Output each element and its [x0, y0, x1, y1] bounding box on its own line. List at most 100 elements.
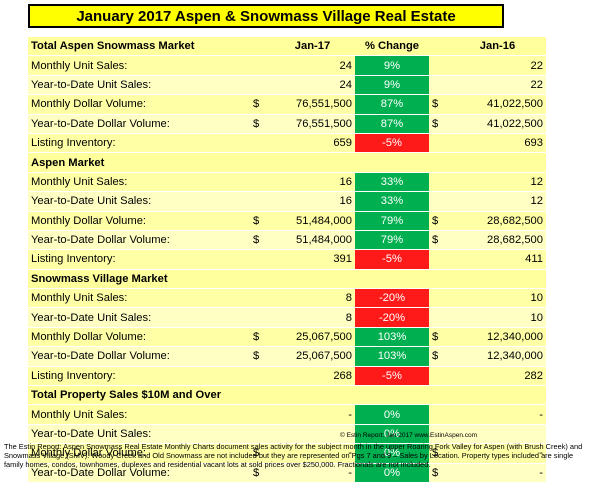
spacer-cell — [270, 385, 355, 406]
table-row: Monthly Dollar Volume: $51,484,000 79% $28,… — [28, 211, 546, 231]
current-value: 8 — [270, 288, 355, 309]
table-row: Monthly Dollar Volume: $25,067,500 103% $12… — [28, 327, 546, 348]
table-row: Listing Inventory: 391 -5% 411 — [28, 249, 546, 270]
spacer-cell — [250, 269, 270, 290]
section-title: Total Property Sales $10M and Over — [28, 385, 250, 406]
section-header: Snowmass Village Market — [28, 269, 546, 290]
currency-symbol — [250, 75, 270, 96]
percent-change: -5% — [355, 249, 429, 270]
prior-value: 41,022,500 — [449, 94, 546, 115]
row-label: Year-to-Date Dollar Volume: — [28, 230, 250, 251]
table-row: Year-to-Date Dollar Volume: $ -0% $ - — [28, 463, 546, 483]
table-row: Year-to-Date Unit Sales: 16 33% 12 — [28, 191, 546, 212]
spacer-cell — [429, 152, 449, 173]
percent-change: 33% — [355, 172, 429, 193]
currency-symbol: $ — [250, 114, 270, 134]
currency-symbol — [250, 55, 270, 76]
currency-symbol — [250, 191, 270, 212]
column-header-current: Jan-17 — [270, 37, 355, 57]
currency-symbol: $ — [429, 463, 449, 483]
row-label: Monthly Dollar Volume: — [28, 211, 250, 231]
currency-symbol — [429, 75, 449, 96]
prior-value — [449, 424, 546, 445]
current-value: 25,067,500 — [270, 327, 355, 348]
prior-value: 12,340,000 — [449, 327, 546, 348]
row-label: Monthly Unit Sales: — [28, 55, 250, 76]
prior-value: 22 — [449, 55, 546, 76]
currency-symbol: $ — [429, 114, 449, 134]
current-value: 24 — [270, 75, 355, 96]
percent-change: -20% — [355, 288, 429, 309]
currency-symbol — [429, 55, 449, 76]
prior-value: 28,682,500 — [449, 211, 546, 231]
row-label: Year-to-Date Unit Sales: — [28, 191, 250, 212]
currency-symbol: $ — [429, 327, 449, 348]
current-value: 51,484,000 — [270, 230, 355, 251]
spacer-cell — [250, 385, 270, 406]
spacer-cell — [355, 152, 429, 173]
current-value: 8 — [270, 307, 355, 328]
table-row: Monthly Unit Sales: 24 9% 22 — [28, 55, 546, 76]
market-table: Total Aspen Snowmass Market Jan-17% Chang… — [28, 37, 546, 483]
prior-value: 41,022,500 — [449, 114, 546, 134]
spacer-cell — [355, 269, 429, 290]
spacer-cell — [429, 37, 449, 57]
percent-change: 87% — [355, 114, 429, 134]
column-header-change: % Change — [355, 37, 429, 57]
row-label: Year-to-Date Unit Sales: — [28, 307, 250, 328]
prior-value: - — [449, 443, 546, 464]
section-title: Aspen Market — [28, 152, 250, 173]
report-title: January 2017 Aspen & Snowmass Village Re… — [28, 4, 504, 28]
percent-change: 0% — [355, 443, 429, 464]
percent-change: 9% — [355, 75, 429, 96]
row-label: Listing Inventory: — [28, 366, 250, 387]
current-value: 268 — [270, 366, 355, 387]
table-row: Year-to-Date Unit Sales: 8 -20% 10 — [28, 307, 546, 328]
row-label: Monthly Unit Sales: — [28, 404, 250, 425]
currency-symbol — [429, 191, 449, 212]
currency-symbol — [429, 249, 449, 270]
table-row: Year-to-Date Dollar Volume: $76,551,500 87… — [28, 114, 546, 134]
row-label: Monthly Unit Sales: — [28, 172, 250, 193]
prior-value: 10 — [449, 288, 546, 309]
current-value: 16 — [270, 172, 355, 193]
current-value: - — [270, 443, 355, 464]
current-value: 76,551,500 — [270, 114, 355, 134]
prior-value: 282 — [449, 366, 546, 387]
table-row: Year-to-Date Unit Sales: 0% — [28, 424, 546, 445]
percent-change: -5% — [355, 366, 429, 387]
prior-value: 12 — [449, 172, 546, 193]
percent-change: 79% — [355, 230, 429, 251]
currency-symbol: $ — [250, 443, 270, 464]
table-row: Listing Inventory: 659 -5% 693 — [28, 133, 546, 154]
spacer-cell — [355, 385, 429, 406]
section-header: Aspen Market — [28, 152, 546, 173]
row-label: Year-to-Date Unit Sales: — [28, 424, 250, 445]
percent-change: 0% — [355, 404, 429, 425]
row-label: Listing Inventory: — [28, 249, 250, 270]
table-row: Monthly Dollar Volume: $76,551,500 87% $41,… — [28, 94, 546, 115]
currency-symbol — [429, 404, 449, 425]
current-value: 16 — [270, 191, 355, 212]
row-label: Year-to-Date Dollar Volume: — [28, 114, 250, 134]
row-label: Year-to-Date Unit Sales: — [28, 75, 250, 96]
currency-symbol — [429, 133, 449, 154]
currency-symbol — [429, 307, 449, 328]
currency-symbol — [250, 288, 270, 309]
spacer-cell — [449, 269, 546, 290]
currency-symbol: $ — [250, 230, 270, 251]
table-row: Monthly Unit Sales: 8 -20% 10 — [28, 288, 546, 309]
spacer-cell — [250, 37, 270, 57]
percent-change: 103% — [355, 346, 429, 367]
table-row: Year-to-Date Dollar Volume: $51,484,000 79… — [28, 230, 546, 251]
percent-change: 79% — [355, 211, 429, 231]
current-value: - — [270, 404, 355, 425]
current-value: 24 — [270, 55, 355, 76]
row-label: Year-to-Date Dollar Volume: — [28, 346, 250, 367]
current-value: 659 — [270, 133, 355, 154]
prior-value: 28,682,500 — [449, 230, 546, 251]
current-value: 51,484,000 — [270, 211, 355, 231]
table-row: Year-to-Date Dollar Volume: $25,067,500 10… — [28, 346, 546, 367]
currency-symbol: $ — [429, 94, 449, 115]
currency-symbol: $ — [250, 346, 270, 367]
